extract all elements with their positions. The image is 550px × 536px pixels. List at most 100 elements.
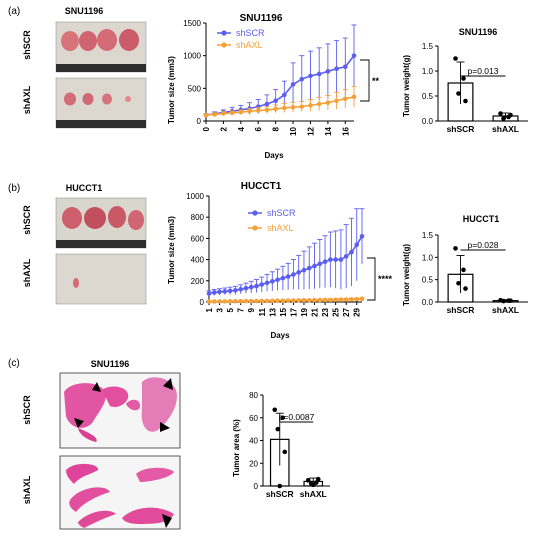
area-ylabel-c: Tumor area (%) <box>232 419 241 477</box>
data-point <box>264 298 270 304</box>
tissue-section-shaxl-c <box>59 455 181 530</box>
data-point <box>212 112 218 117</box>
data-point <box>270 279 275 284</box>
data-point <box>310 482 316 488</box>
data-point <box>308 73 313 79</box>
x-tick-label: shAXL <box>300 489 327 499</box>
sig-marker-a: ** <box>372 76 380 86</box>
data-point <box>342 64 348 70</box>
legend-label-shaxl-a: shAXL <box>236 40 263 50</box>
data-point <box>301 267 307 273</box>
data-point <box>248 298 254 304</box>
data-point <box>273 106 278 112</box>
data-point <box>259 298 265 304</box>
series-shaxl <box>206 296 365 304</box>
photo-title-c: SNU1196 <box>91 359 130 369</box>
data-point <box>290 104 296 110</box>
data-point <box>277 483 283 489</box>
arrowhead-marker <box>92 382 101 392</box>
data-point <box>333 257 338 262</box>
data-point <box>285 298 291 303</box>
data-point <box>342 96 348 102</box>
y-tick-label: 500 <box>188 84 202 93</box>
tumor-photo-shaxl-a <box>55 77 147 129</box>
x-tick-label: 16 <box>341 126 350 135</box>
data-point <box>264 101 270 107</box>
row-label-shaxl-a: shAXL <box>22 85 32 114</box>
data-point <box>280 298 286 304</box>
x-tick-label: shAXL <box>492 305 519 315</box>
panel-label-c: (c) <box>8 358 20 369</box>
data-point <box>238 286 243 292</box>
x-tick-label: 9 <box>247 307 256 312</box>
growth-title-b: HUCCT1 <box>241 181 282 192</box>
data-point <box>343 254 349 259</box>
data-point <box>351 53 357 58</box>
data-point <box>334 98 339 104</box>
y-tick-label: 0 <box>200 298 205 307</box>
data-point <box>316 101 322 107</box>
data-point <box>233 288 238 293</box>
data-point <box>312 297 317 303</box>
y-tick-label: 40 <box>249 437 258 446</box>
data-point <box>206 291 212 296</box>
data-point <box>222 289 228 294</box>
growth-ylabel-a: Tumor size (mm3) <box>167 56 176 124</box>
data-point <box>282 449 288 455</box>
legend-label-shscr-a: shSCR <box>236 28 265 38</box>
x-tick-label: 11 <box>258 307 267 316</box>
series-shscr <box>206 208 365 297</box>
data-point <box>282 105 287 111</box>
data-point <box>282 92 287 98</box>
row-label-shscr-b: shSCR <box>22 205 32 235</box>
area-chart-c: 0 20 40 60 80 shSCR shAXL p=0.0087 <box>249 391 330 499</box>
data-point <box>317 297 323 303</box>
x-tick-label: 4 <box>237 126 246 131</box>
legend-label-shscr-b: shSCR <box>267 208 296 218</box>
photo-title-b: HUCCT1 <box>66 183 103 193</box>
x-tick-label: 23 <box>321 307 330 316</box>
panel-label-b: (b) <box>8 183 20 194</box>
data-point <box>359 296 365 302</box>
series-shscr <box>203 24 357 118</box>
data-point <box>248 284 254 290</box>
x-tick-label: 1 <box>205 307 214 312</box>
data-point <box>217 299 222 304</box>
x-tick-label: 6 <box>254 126 263 131</box>
tumor-photo-shscr-b <box>55 197 147 249</box>
data-point <box>322 259 328 265</box>
x-tick-label: 12 <box>306 126 315 135</box>
y-tick-label: 0.0 <box>422 298 434 307</box>
x-tick-label: 2 <box>219 126 228 131</box>
x-tick-label: 8 <box>272 126 281 131</box>
data-point <box>259 282 265 287</box>
x-tick-label: shAXL <box>492 124 519 134</box>
y-tick-label: 1000 <box>183 52 201 61</box>
data-point <box>280 415 286 421</box>
data-point <box>456 280 461 286</box>
data-point <box>453 56 458 61</box>
weight-title-a: SNU1196 <box>459 27 498 37</box>
data-point <box>290 82 296 87</box>
data-point <box>325 100 331 106</box>
y-tick-label: 0 <box>197 117 202 126</box>
data-point <box>343 297 349 302</box>
x-tick-label: 5 <box>226 307 235 312</box>
y-tick-label: 600 <box>191 234 205 243</box>
y-tick-label: 200 <box>191 277 205 286</box>
legend-b: shSCR shAXL <box>248 208 296 233</box>
y-tick-label: 1.0 <box>422 253 434 262</box>
data-point <box>338 297 344 302</box>
data-point <box>291 298 296 303</box>
legend-a: shSCR shAXL <box>217 28 265 50</box>
sig-bracket-b: **** <box>367 257 393 301</box>
y-tick-label: 0 <box>254 482 259 491</box>
data-point <box>255 108 261 113</box>
data-point <box>273 98 278 104</box>
data-point <box>456 91 461 96</box>
growth-chart-a: 0 500 1000 1500 0 2 4 6 8 10 12 14 16 <box>183 19 357 136</box>
data-point <box>299 76 305 82</box>
arrowhead-marker <box>163 378 173 390</box>
y-tick-label: 400 <box>191 256 205 265</box>
data-point <box>264 280 270 286</box>
